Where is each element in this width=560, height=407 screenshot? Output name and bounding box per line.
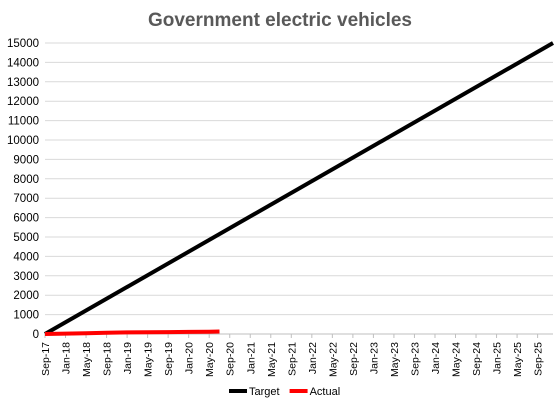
x-tick-label: Sep-21	[286, 342, 298, 376]
x-tick-label: Sep-25	[533, 342, 545, 376]
y-tick-label: 8000	[13, 174, 39, 186]
chart-title: Government electric vehicles	[148, 10, 412, 31]
x-axis-ticks: Sep-17 Jan-18 May-18 Sep-18 Jan-19 May-19 Sep-…	[40, 334, 545, 377]
y-tick-label: 4000	[13, 251, 39, 263]
x-tick-label: May-22	[327, 342, 339, 377]
x-tick-label: Sep-22	[348, 342, 360, 376]
legend: Target Actual	[229, 386, 340, 398]
x-tick-label: Jan-22	[307, 342, 319, 374]
y-tick-label: 14000	[7, 57, 39, 69]
y-tick-label: 10000	[7, 135, 39, 147]
x-tick-label: May-20	[204, 342, 216, 377]
y-tick-label: 6000	[13, 213, 39, 225]
x-tick-label: Jan-25	[492, 342, 504, 374]
x-tick-label: Sep-20	[225, 342, 237, 376]
x-tick-label: May-21	[266, 342, 278, 377]
y-tick-label: 0	[33, 329, 39, 341]
y-tick-label: 15000	[7, 38, 39, 50]
x-tick-label: Sep-17	[40, 342, 52, 376]
series-lines	[44, 41, 554, 336]
y-tick-label: 3000	[13, 271, 39, 283]
series-line-target	[44, 41, 554, 336]
x-tick-label: Sep-19	[163, 342, 175, 376]
y-tick-label: 5000	[13, 232, 39, 244]
x-tick-label: Sep-18	[102, 342, 114, 376]
x-tick-label: Jan-21	[245, 342, 257, 374]
series-line-actual	[44, 329, 220, 336]
x-tick-label: Jan-18	[61, 342, 73, 374]
x-tick-label: Sep-24	[471, 342, 483, 376]
x-tick-label: Jan-23	[368, 342, 380, 374]
y-tick-label: 9000	[13, 154, 39, 166]
x-tick-label: Jan-19	[122, 342, 134, 374]
y-tick-label: 7000	[13, 193, 39, 205]
y-axis-ticks: 0 1000 2000 3000 4000 5000 6000 7000 8000 9000 100…	[7, 38, 39, 341]
y-tick-label: 12000	[7, 96, 39, 108]
y-tick-label: 2000	[13, 290, 39, 302]
x-tick-label: May-18	[81, 342, 93, 377]
x-tick-label: May-25	[512, 342, 524, 377]
legend-label-target: Target	[249, 386, 280, 398]
x-tick-label: Jan-24	[430, 342, 442, 374]
y-tick-label: 1000	[13, 310, 39, 322]
legend-label-actual: Actual	[310, 386, 341, 398]
x-tick-label: May-23	[389, 342, 401, 377]
x-tick-label: May-19	[143, 342, 155, 377]
y-tick-label: 11000	[8, 116, 39, 128]
gridlines	[45, 42, 553, 316]
x-tick-label: Jan-20	[184, 342, 196, 374]
x-tick-label: Sep-23	[409, 342, 421, 376]
x-tick-label: May-24	[451, 342, 463, 377]
y-tick-label: 13000	[7, 77, 39, 89]
